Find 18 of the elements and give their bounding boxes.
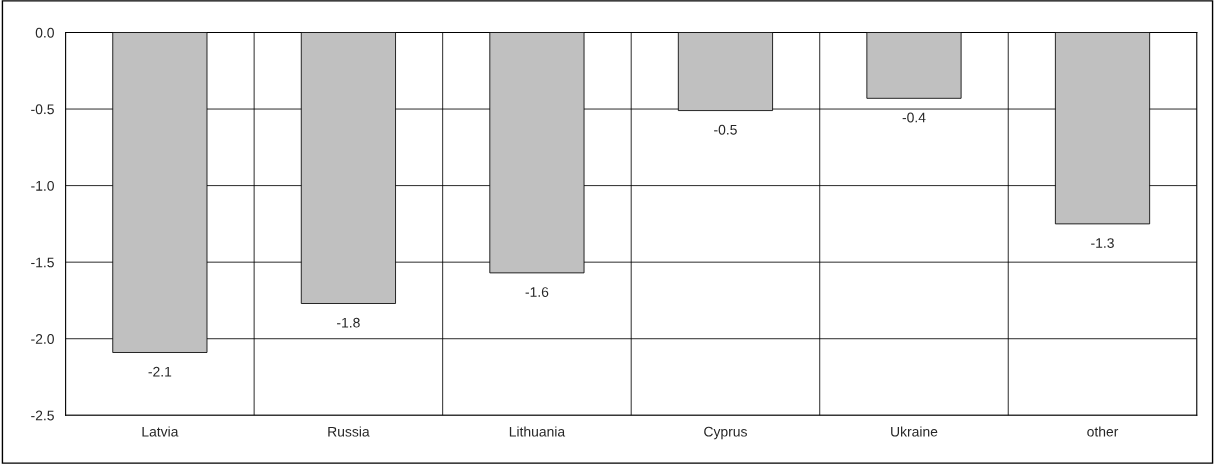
y-tick-label: 0.0 [35, 27, 54, 38]
x-tick-label: other [1087, 426, 1119, 437]
data-label: -0.5 [714, 124, 737, 135]
data-label: -1.3 [1091, 238, 1114, 248]
y-tick-label: -1.5 [31, 257, 54, 268]
data-label: -1.6 [525, 287, 549, 297]
data-label: -2.1 [148, 366, 172, 377]
x-tick-label: Cyprus [704, 426, 747, 440]
y-tick-label: -1.0 [31, 180, 54, 191]
x-tick-label: Lithuania [509, 426, 566, 437]
data-label: -1.8 [337, 317, 360, 328]
y-tick-label: -2.0 [31, 334, 54, 344]
y-tick-label: -2.5 [31, 410, 54, 421]
data-label: -0.4 [902, 112, 926, 123]
x-tick-label: Russia [328, 426, 370, 437]
y-tick-label: -0.5 [31, 104, 54, 115]
x-tick-label: Latvia [142, 426, 179, 437]
x-tick-label: Ukraine [891, 426, 938, 437]
